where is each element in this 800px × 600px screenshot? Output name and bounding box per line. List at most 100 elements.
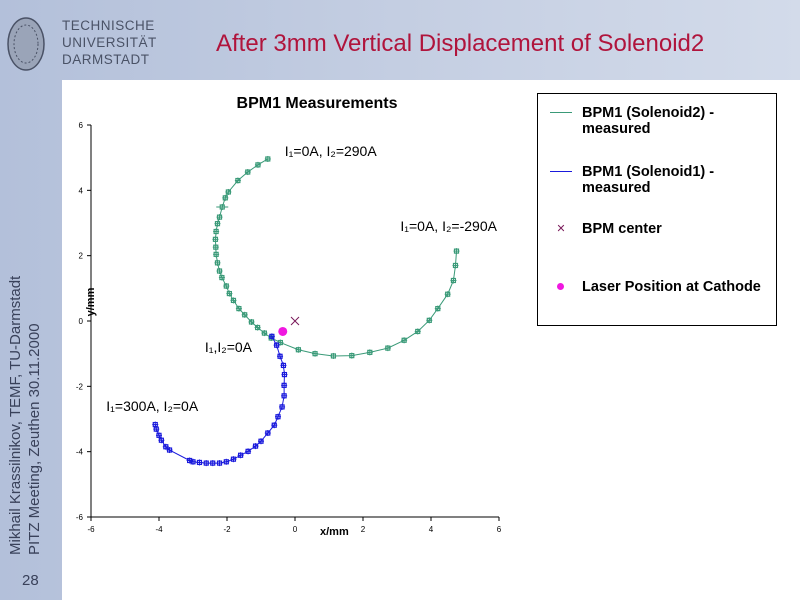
data-point <box>235 305 242 312</box>
data-point <box>264 430 271 437</box>
data-point <box>209 460 216 467</box>
data-point <box>218 274 225 281</box>
legend-label: Laser Position at Cathode <box>582 279 761 295</box>
blue-line-icon <box>550 164 572 180</box>
data-point <box>230 297 237 304</box>
data-point <box>216 460 223 467</box>
y-tick-label: 2 <box>79 252 84 261</box>
data-point <box>226 290 233 297</box>
data-point <box>212 236 219 243</box>
university-line: UNIVERSITÄT <box>62 35 157 50</box>
university-line: TECHNISCHE <box>62 18 155 33</box>
curve-annotation: I₁=300A, I₂=0A <box>106 398 199 414</box>
x-marker-icon: × <box>556 221 566 237</box>
data-point <box>280 362 287 369</box>
bpm-center-marker <box>290 316 300 326</box>
data-point <box>450 277 457 284</box>
data-point <box>222 194 229 201</box>
data-point <box>213 228 220 235</box>
data-point <box>216 203 229 210</box>
author-footer: Mikhail Krassilnikov, TEMF, TU-Darmstadt… <box>6 276 44 555</box>
laser-position-marker <box>278 326 288 336</box>
chart-title: BPM1 Measurements <box>237 95 398 112</box>
data-point <box>279 403 286 410</box>
data-point <box>223 458 230 465</box>
data-point <box>225 188 232 195</box>
university-name: TECHNISCHE UNIVERSITÄT DARMSTADT <box>62 17 157 68</box>
legend-item-solenoid2: BPM1 (Solenoid2) - measured <box>550 105 742 137</box>
data-point <box>273 342 280 349</box>
data-point <box>223 283 230 290</box>
y-tick-label: 6 <box>79 121 84 130</box>
legend-label: BPM center <box>582 221 662 237</box>
y-tick-label: -6 <box>76 513 84 522</box>
x-tick-label: -4 <box>155 525 163 534</box>
data-point <box>254 324 261 331</box>
data-point <box>244 169 251 176</box>
x-tick-label: 0 <box>293 525 298 534</box>
data-point <box>216 268 223 275</box>
data-point <box>366 349 373 356</box>
data-point <box>190 458 196 465</box>
data-point <box>166 447 173 454</box>
data-point <box>186 457 193 464</box>
data-point <box>245 448 252 455</box>
slide-title: After 3mm Vertical Displacement of Solen… <box>216 30 705 57</box>
data-point <box>312 350 319 357</box>
data-point <box>277 339 284 346</box>
data-point <box>237 452 244 459</box>
data-point <box>230 456 237 463</box>
data-point <box>275 413 281 420</box>
university-line: DARMSTADT <box>62 52 150 67</box>
data-point <box>203 460 210 467</box>
data-point <box>216 214 223 221</box>
data-point <box>213 251 220 258</box>
x-tick-label: 2 <box>361 525 366 534</box>
data-point <box>212 244 219 251</box>
data-point <box>261 330 268 337</box>
data-point <box>248 318 255 325</box>
data-point <box>384 345 391 352</box>
legend-item-solenoid1: BPM1 (Solenoid1) - measured <box>550 164 742 196</box>
data-point <box>241 311 248 318</box>
data-point <box>330 352 337 359</box>
chart-legend: BPM1 (Solenoid2) - measured BPM1 (Soleno… <box>537 93 777 326</box>
legend-label: BPM1 (Solenoid2) - measured <box>582 105 715 137</box>
data-point <box>214 259 221 266</box>
data-point <box>426 317 433 324</box>
data-point <box>268 333 275 340</box>
legend-item-bpm-center: × BPM center <box>550 221 662 237</box>
data-point <box>196 459 203 466</box>
data-point <box>281 382 288 389</box>
data-point <box>444 291 451 298</box>
x-axis-label: x/mm <box>320 526 349 538</box>
data-point <box>162 443 169 450</box>
green-line-icon <box>550 105 572 121</box>
data-point <box>214 220 221 227</box>
data-point <box>277 353 284 360</box>
data-point <box>281 371 288 378</box>
y-tick-label: 0 <box>79 317 84 326</box>
bpm-chart: BPM1 Measurements -6 -4 -2 0 2 4 6 6 4 2 0 -2 -4 -6 I₁… <box>76 95 502 538</box>
data-point <box>264 155 271 162</box>
data-point <box>434 305 441 312</box>
data-point <box>234 177 241 184</box>
data-point <box>156 432 162 439</box>
data-point <box>158 437 165 444</box>
y-tick-label: -4 <box>76 448 84 457</box>
y-tick-label: -2 <box>76 382 84 391</box>
data-point <box>348 352 355 359</box>
legend-item-laser: Laser Position at Cathode <box>550 279 761 295</box>
data-point <box>281 392 288 399</box>
data-point <box>258 438 264 445</box>
dot-marker-icon <box>550 279 572 295</box>
x-tick-label: 4 <box>429 525 434 534</box>
data-point <box>252 443 259 450</box>
data-point <box>152 421 159 428</box>
data-point <box>401 337 408 344</box>
page-number: 28 <box>22 572 39 589</box>
curve-annotation: I₁,I₂=0A <box>205 339 253 355</box>
meeting-line: PITZ Meeting, Zeuthen 30.11.2000 <box>26 323 43 555</box>
data-point <box>271 422 278 429</box>
data-point <box>452 262 459 269</box>
